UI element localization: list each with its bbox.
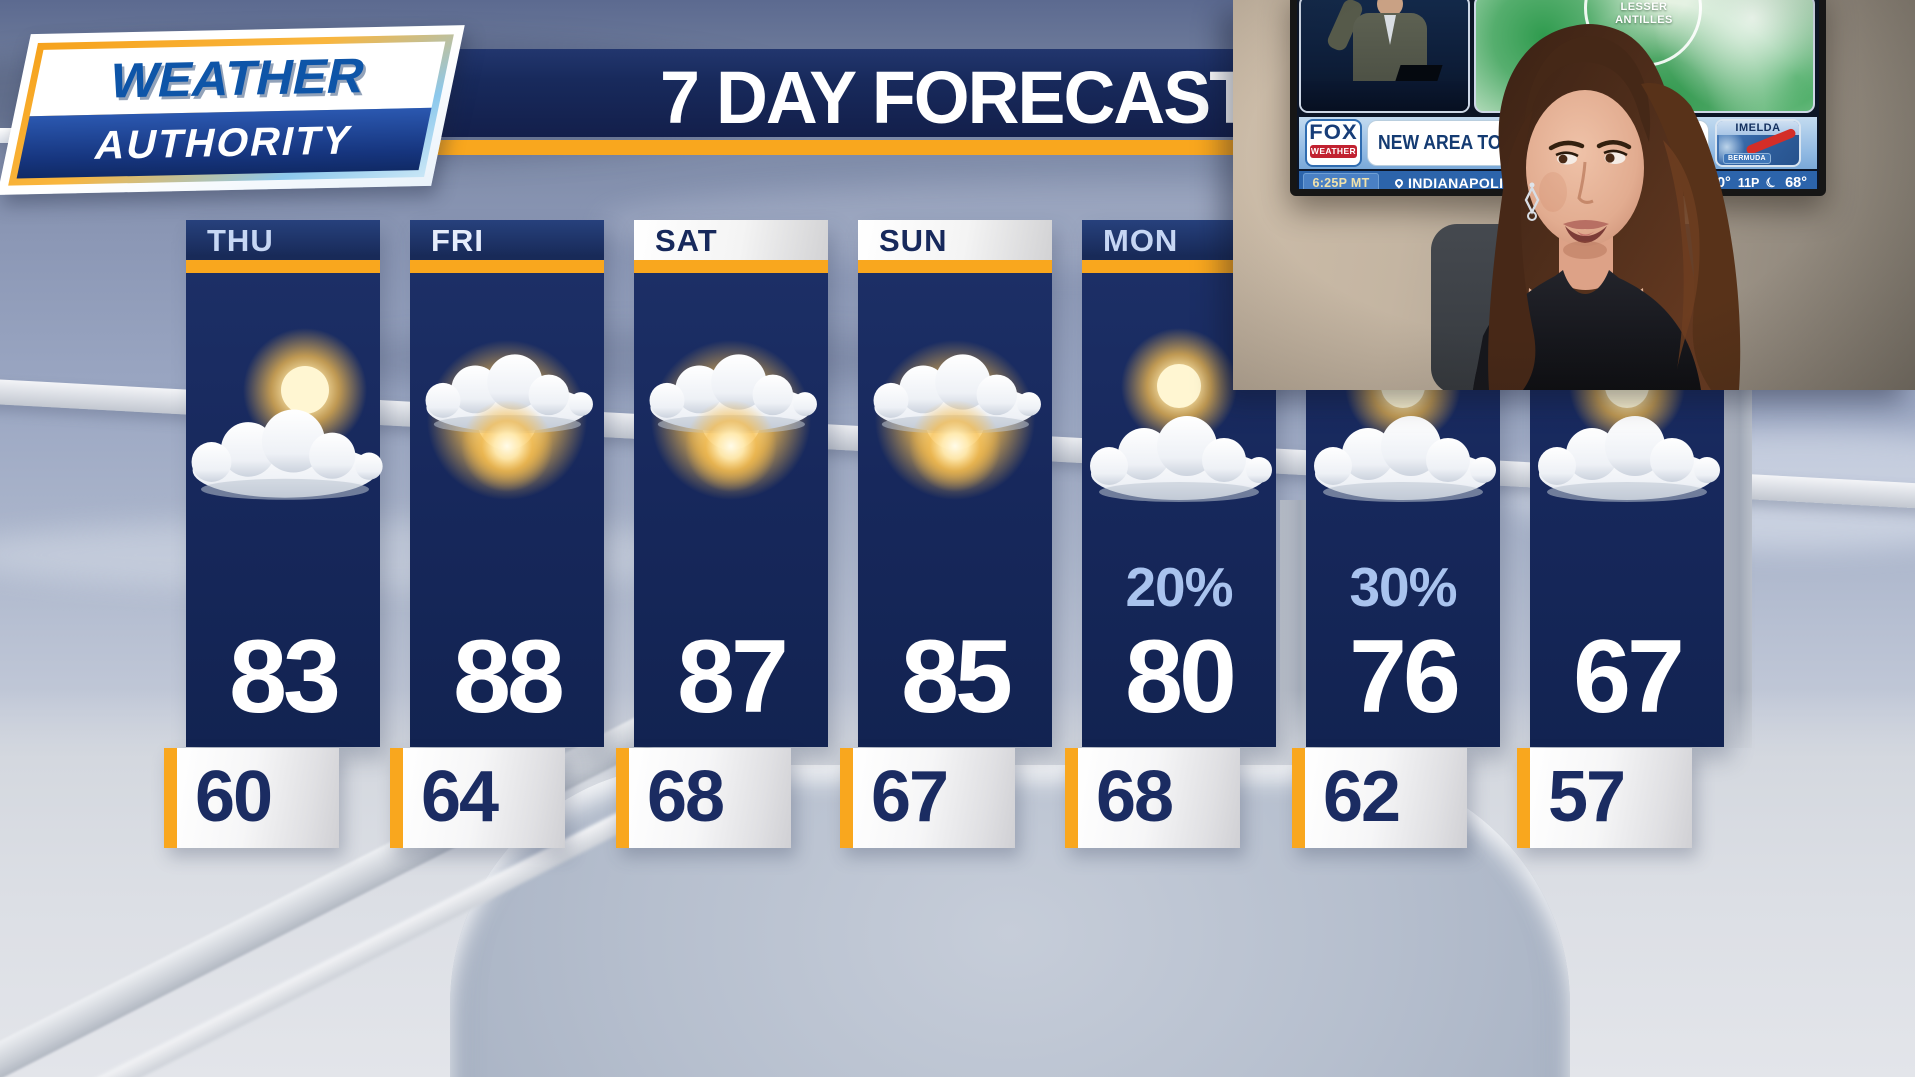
- tv-studio-feed: [1299, 0, 1470, 113]
- low-temp: 67: [871, 757, 949, 837]
- tongue: [1577, 231, 1595, 236]
- anchor-webcam-inset: LESSER ANTILLES FOX WEATHER NEW AREA TO …: [1233, 0, 1915, 390]
- nose: [1577, 161, 1594, 204]
- forecast-column-2: FRI 88: [410, 220, 604, 747]
- forecast-column-1: THU 83: [186, 220, 380, 747]
- eyebrow: [1596, 140, 1632, 150]
- day-label: SUN: [879, 223, 948, 258]
- ticker-city: INDIANAPOLIS: [1393, 171, 1513, 189]
- high-temp: 83: [229, 619, 341, 735]
- fox-weather-text: WEATHER: [1310, 145, 1357, 158]
- day-accent-stripe: [858, 260, 1052, 273]
- low-temp-box: 67: [840, 748, 1015, 848]
- fox-weather-logo: FOX WEATHER: [1305, 119, 1362, 167]
- precip-chance: 30%: [1349, 556, 1457, 618]
- sun-cloud-icon: [162, 328, 404, 518]
- slot2-time: 11P: [1738, 176, 1760, 189]
- low-temp: 62: [1323, 757, 1401, 837]
- sun-cloud-icon: [834, 328, 1076, 518]
- hairline: [1523, 36, 1651, 142]
- day-label: SAT: [655, 223, 718, 258]
- day-panel: 88: [410, 273, 604, 747]
- day-header: FRI: [410, 220, 604, 260]
- lash: [1603, 149, 1628, 157]
- low-temp: 64: [421, 757, 499, 837]
- slot2-temp: 68°: [1785, 175, 1807, 189]
- low-temp-box: 57: [1517, 748, 1692, 848]
- day-label: MON: [1103, 223, 1179, 258]
- headline-left-text: NEW AREA TO WA: [1378, 121, 1535, 165]
- storm-name: IMELDA: [1717, 121, 1799, 135]
- high-temp: 67: [1573, 619, 1685, 735]
- inset-vignette: [1233, 0, 1915, 390]
- iris: [1558, 154, 1568, 164]
- day-accent-stripe: [410, 260, 604, 273]
- low-temp: 60: [195, 757, 273, 837]
- logo-rim: WEATHER AUTHORITY: [8, 34, 454, 186]
- studio-pillar: [1722, 388, 1752, 748]
- map-label-line2: ANTILLES: [1615, 14, 1673, 26]
- high-temp: 87: [677, 619, 789, 735]
- low-temp-box: 68: [1065, 748, 1240, 848]
- weather-anchor-portrait: [1473, 24, 1741, 390]
- logo-line-weather: WEATHER: [104, 49, 371, 109]
- hair-highlight: [1663, 140, 1700, 370]
- eyebrow: [1548, 140, 1585, 151]
- day-label: THU: [207, 223, 274, 258]
- day-accent-stripe: [186, 260, 380, 273]
- upper-lip: [1563, 220, 1609, 230]
- storm-place-label: BERMUDA: [1723, 153, 1771, 164]
- low-temp: 68: [1096, 757, 1174, 837]
- high-temp: 80: [1125, 619, 1237, 735]
- sun-cloud-icon: [610, 328, 852, 518]
- hair-front-left: [1488, 110, 1536, 390]
- page-title: 7 DAY FORECAST: [660, 56, 1253, 139]
- day-header: SUN: [858, 220, 1052, 260]
- high-temp: 85: [901, 619, 1013, 735]
- map-label-line1: LESSER: [1620, 1, 1667, 13]
- low-temp-box: 64: [390, 748, 565, 848]
- low-temp-box: 62: [1292, 748, 1467, 848]
- storm-tracker-box: IMELDA BERMUDA: [1715, 119, 1801, 167]
- high-temp: 88: [453, 619, 565, 735]
- chin-shadow: [1563, 241, 1607, 259]
- day-header: THU: [186, 220, 380, 260]
- cheek-shade: [1539, 172, 1567, 212]
- day-panel: 87: [634, 273, 828, 747]
- iris: [1605, 153, 1615, 163]
- weather-authority-logo: WEATHER AUTHORITY: [0, 25, 465, 195]
- tv-anchor-head: [1377, 0, 1403, 17]
- map-region-label: LESSER ANTILLES: [1581, 1, 1707, 27]
- mouth: [1565, 226, 1607, 243]
- forecast-column-3: SAT 87: [634, 220, 828, 747]
- city-name: INDIANAPOLIS: [1408, 175, 1513, 189]
- high-temp: 76: [1349, 619, 1461, 735]
- low-temp: 57: [1548, 757, 1626, 837]
- logo-line-authority: AUTHORITY: [91, 118, 357, 168]
- lash: [1555, 151, 1579, 158]
- earring: [1529, 182, 1535, 188]
- hair-front-right: [1641, 82, 1741, 390]
- day-panel: 83: [186, 273, 380, 747]
- tv-desk: [1301, 81, 1468, 111]
- day-label: FRI: [431, 223, 484, 258]
- fox-logo-text: FOX: [1306, 121, 1362, 145]
- day-accent-stripe: [1082, 260, 1276, 273]
- day-header: SAT: [634, 220, 828, 260]
- precip-chance: 20%: [1125, 556, 1233, 618]
- day-panel: 85: [858, 273, 1052, 747]
- low-temp: 68: [647, 757, 725, 837]
- low-temp-box: 60: [164, 748, 339, 848]
- neck: [1559, 232, 1613, 290]
- logo-frame: WEATHER AUTHORITY: [0, 25, 465, 195]
- forecast-column-4: SUN 85: [858, 220, 1052, 747]
- low-temp-box: 68: [616, 748, 791, 848]
- sun-cloud-icon: [386, 328, 628, 518]
- day-accent-stripe: [634, 260, 828, 273]
- ticker-time: 6:25P MT: [1303, 173, 1379, 189]
- earring-ring: [1527, 211, 1537, 221]
